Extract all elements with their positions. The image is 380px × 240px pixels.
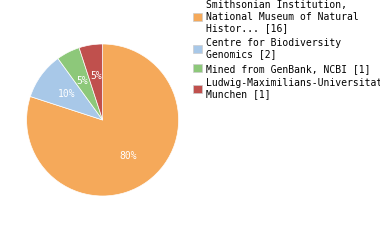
Text: 80%: 80% [120,151,137,161]
Wedge shape [27,44,179,196]
Text: 10%: 10% [58,89,76,99]
Wedge shape [30,59,103,120]
Text: 5%: 5% [90,72,101,81]
Wedge shape [79,44,103,120]
Wedge shape [58,48,103,120]
Legend: Smithsonian Institution,
National Museum of Natural
Histor... [16], Centre for B: Smithsonian Institution, National Museum… [193,0,380,100]
Text: 5%: 5% [77,76,89,86]
